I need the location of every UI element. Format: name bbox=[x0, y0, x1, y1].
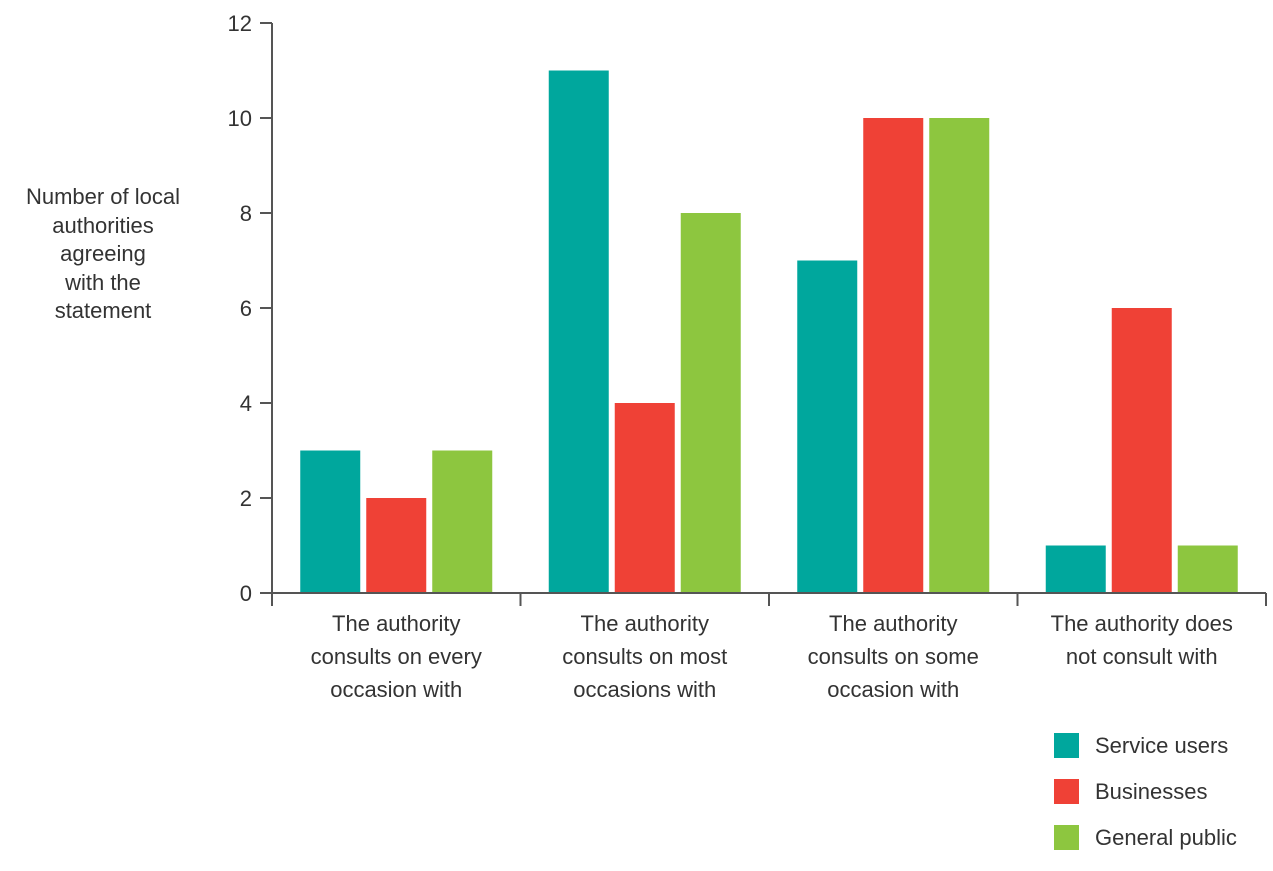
y-tick-label: 4 bbox=[240, 391, 252, 416]
legend-item-service-users: Service users bbox=[1054, 733, 1237, 758]
y-tick-label: 0 bbox=[240, 581, 252, 606]
x-category-label-line: The authority bbox=[581, 611, 709, 636]
y-axis-title-line: agreeing bbox=[60, 241, 146, 266]
bar-general-public-cat-2 bbox=[680, 213, 741, 593]
bar-businesses-cat-3 bbox=[863, 118, 924, 593]
bar-general-public-cat-4 bbox=[1177, 545, 1238, 593]
x-category-label-line: occasion with bbox=[330, 677, 462, 702]
y-axis-title-line: Number of local bbox=[25, 184, 181, 209]
legend-swatch-general-public bbox=[1054, 825, 1079, 850]
x-category-label-1: The authority consults on every occasion w… bbox=[311, 611, 482, 702]
y-axis-title-line: statement bbox=[54, 298, 152, 323]
y-axis-title: Number of local authorities agreeing wit… bbox=[0, 183, 206, 326]
bar-general-public-cat-3 bbox=[929, 118, 990, 593]
bars-group bbox=[300, 70, 1238, 593]
y-axis-title-line: authorities bbox=[52, 212, 154, 238]
legend-swatch-service-users bbox=[1054, 733, 1079, 758]
x-category-label-4: The authority does not consult with bbox=[1051, 611, 1233, 669]
x-category-label-2: The authority consults on most occasions w… bbox=[562, 611, 727, 702]
y-ticks-group: 0 2 4 6 8 10 12 bbox=[228, 11, 272, 606]
legend-item-general-public: General public bbox=[1054, 825, 1237, 850]
x-category-label-line: consults on most bbox=[562, 644, 727, 669]
bar-businesses-cat-1 bbox=[366, 498, 427, 593]
x-category-label-3: The authority consults on some occasion wi… bbox=[808, 611, 979, 702]
y-tick-label: 12 bbox=[228, 11, 252, 36]
bar-businesses-cat-4 bbox=[1111, 308, 1172, 593]
y-tick-label: 10 bbox=[228, 106, 252, 131]
legend-label-businesses: Businesses bbox=[1095, 778, 1208, 804]
legend: Service users Businesses General public bbox=[1054, 733, 1237, 871]
bar-businesses-cat-2 bbox=[614, 403, 675, 593]
x-category-label-line: consults on every bbox=[311, 644, 482, 669]
y-tick-label: 2 bbox=[240, 486, 252, 511]
x-category-label-line: The authority does bbox=[1051, 611, 1233, 636]
bar-service-users-cat-3 bbox=[797, 260, 858, 593]
y-tick-label: 6 bbox=[240, 296, 252, 321]
x-labels-group: The authority consults on every occasion w… bbox=[311, 611, 1233, 702]
bar-service-users-cat-4 bbox=[1045, 545, 1106, 593]
legend-label-general-public: General public bbox=[1095, 824, 1237, 850]
x-category-label-line: occasion with bbox=[827, 677, 959, 702]
x-category-label-line: occasions with bbox=[573, 677, 716, 702]
y-axis-title-line: with the bbox=[65, 269, 141, 295]
bar-general-public-cat-1 bbox=[432, 450, 493, 593]
bar-service-users-cat-1 bbox=[300, 450, 361, 593]
x-category-label-line: The authority bbox=[332, 611, 460, 636]
x-category-label-line: The authority bbox=[829, 611, 957, 636]
legend-swatch-businesses bbox=[1054, 779, 1079, 804]
y-tick-label: 8 bbox=[240, 201, 252, 226]
x-category-label-line: consults on some bbox=[808, 644, 979, 669]
legend-item-businesses: Businesses bbox=[1054, 779, 1237, 804]
bar-service-users-cat-2 bbox=[548, 70, 609, 593]
legend-label-service-users: Service users bbox=[1095, 732, 1229, 758]
x-category-label-line: not consult with bbox=[1066, 644, 1218, 669]
